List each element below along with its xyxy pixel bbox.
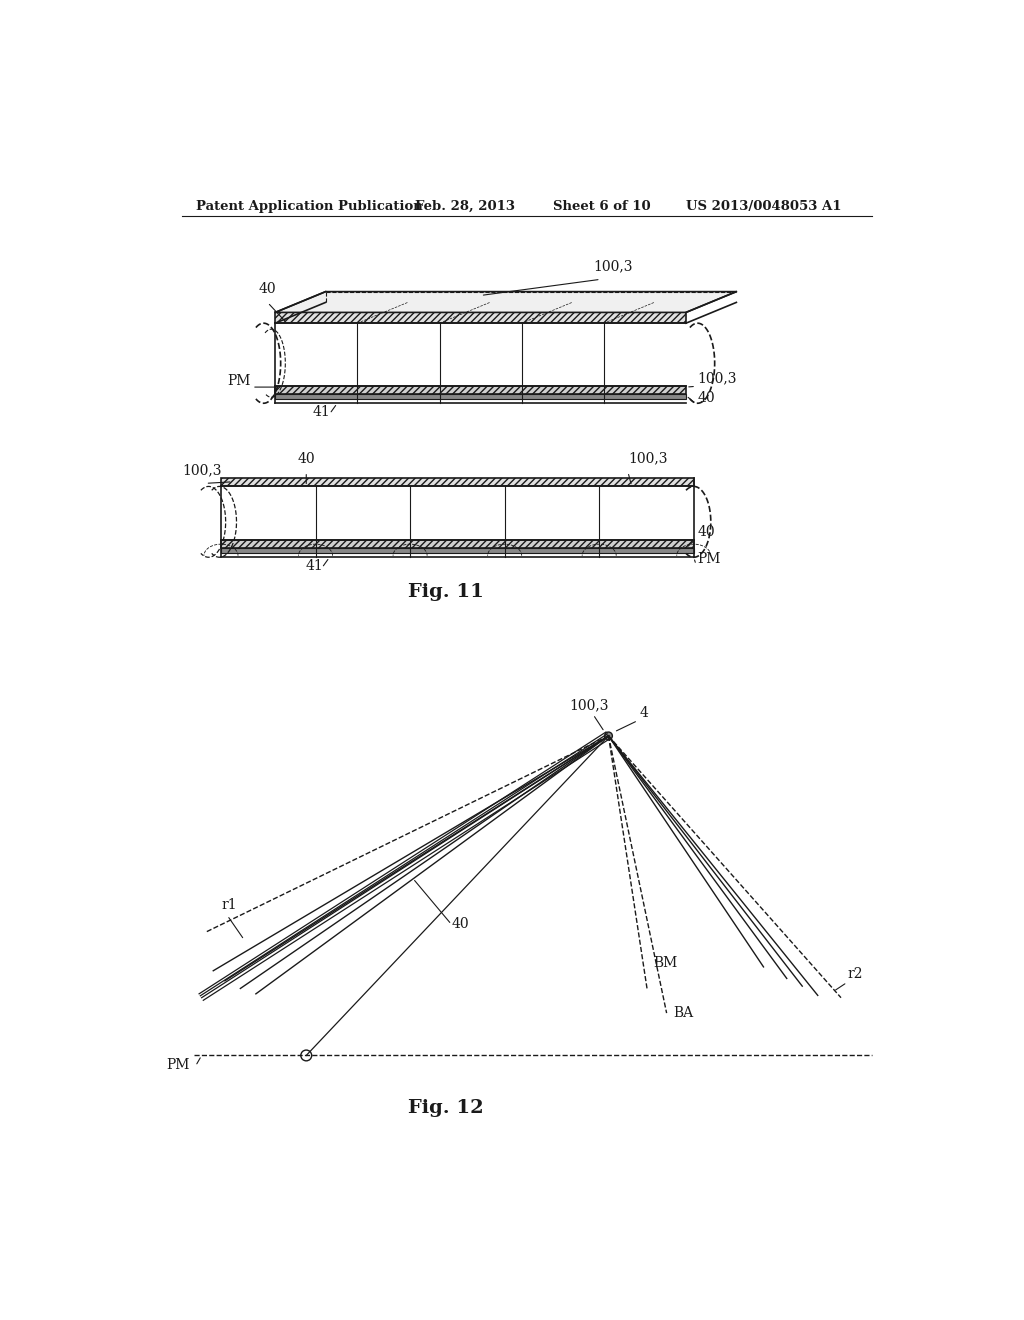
Text: 40: 40 xyxy=(697,391,715,405)
Polygon shape xyxy=(275,395,686,400)
Polygon shape xyxy=(275,385,686,395)
Text: 40: 40 xyxy=(452,917,469,932)
Text: Patent Application Publication: Patent Application Publication xyxy=(197,199,423,213)
Text: PM: PM xyxy=(227,374,251,388)
Polygon shape xyxy=(221,540,693,548)
Text: US 2013/0048053 A1: US 2013/0048053 A1 xyxy=(686,199,842,213)
Text: Fig. 11: Fig. 11 xyxy=(408,583,483,602)
Text: Feb. 28, 2013: Feb. 28, 2013 xyxy=(415,199,515,213)
Text: PM: PM xyxy=(697,552,721,566)
Text: PM: PM xyxy=(167,1059,190,1072)
Text: Sheet 6 of 10: Sheet 6 of 10 xyxy=(553,199,650,213)
Text: 100,3: 100,3 xyxy=(628,451,668,466)
Text: BA: BA xyxy=(673,1006,693,1020)
Text: BM: BM xyxy=(653,956,678,970)
Text: 100,3: 100,3 xyxy=(593,259,633,273)
Text: r1: r1 xyxy=(221,898,237,912)
Polygon shape xyxy=(221,548,693,553)
Polygon shape xyxy=(275,292,736,313)
Text: 100,3: 100,3 xyxy=(569,698,609,711)
Circle shape xyxy=(604,733,612,739)
Text: Fig. 12: Fig. 12 xyxy=(408,1100,483,1117)
Polygon shape xyxy=(275,313,686,323)
Text: r2: r2 xyxy=(847,968,862,982)
Polygon shape xyxy=(221,478,693,487)
Text: 41: 41 xyxy=(305,560,323,573)
Text: 40: 40 xyxy=(259,282,276,296)
Text: 40: 40 xyxy=(697,525,715,539)
Text: 41: 41 xyxy=(313,405,331,420)
Text: 100,3: 100,3 xyxy=(182,463,222,477)
Text: 40: 40 xyxy=(297,451,315,466)
Text: 100,3: 100,3 xyxy=(697,371,737,385)
Text: 4: 4 xyxy=(640,706,648,719)
